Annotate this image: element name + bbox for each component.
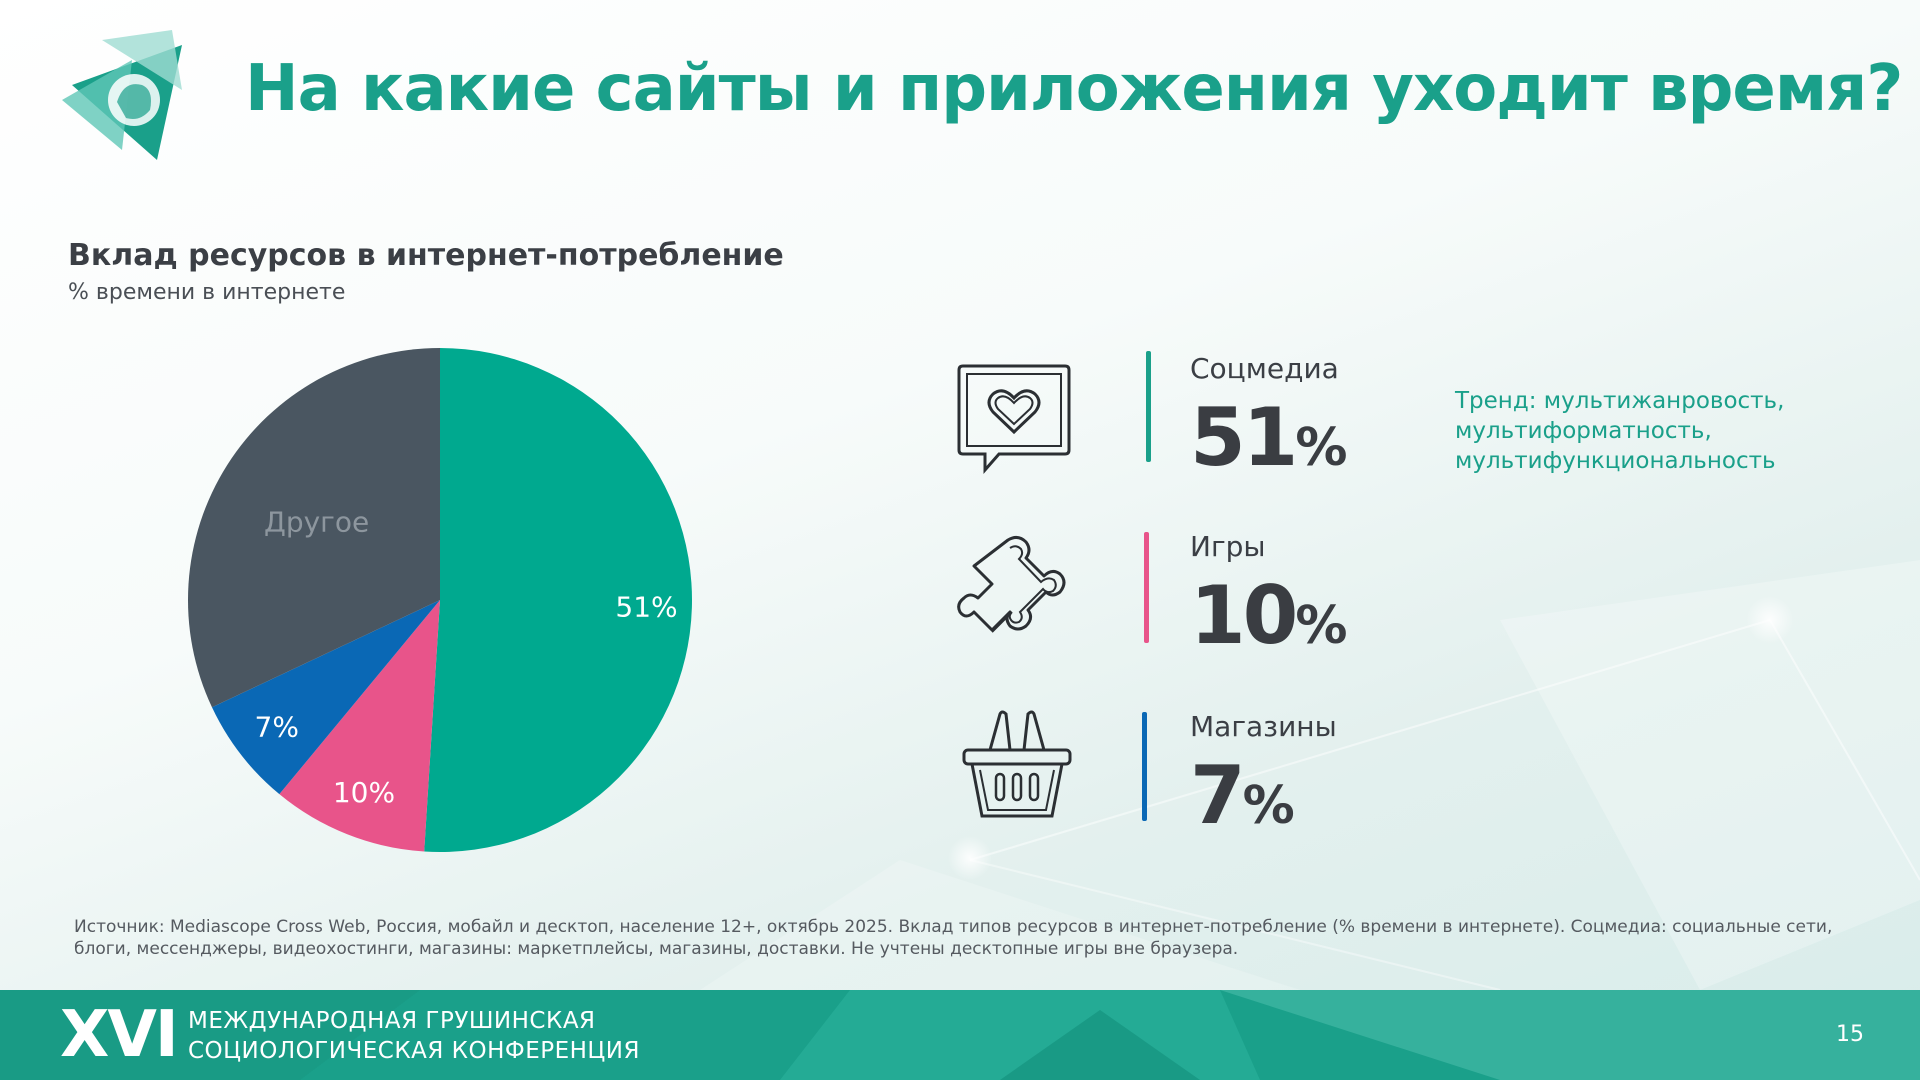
stat-label-games: Игры xyxy=(1190,530,1266,563)
page-title: На какие сайты и приложения уходит время… xyxy=(245,52,1903,126)
page-number: 15 xyxy=(1836,1022,1864,1047)
chat-heart-icon xyxy=(957,364,1071,474)
puzzle-icon xyxy=(957,535,1066,633)
pie-label-2: 7% xyxy=(255,711,299,744)
stat-number: 51 xyxy=(1190,391,1298,484)
stat-number: 7 xyxy=(1190,749,1246,842)
chart-subtitle: % времени в интернете xyxy=(68,280,346,305)
pie-slice-2 xyxy=(211,600,440,795)
stat-unit: % xyxy=(1295,596,1348,656)
stat-bar-shops xyxy=(1142,712,1147,821)
footer: XVI МЕЖДУНАРОДНАЯ ГРУШИНСКАЯ СОЦИОЛОГИЧЕ… xyxy=(0,990,1920,1080)
stat-value-socmedia: 51% xyxy=(1190,398,1347,478)
trend-note: Тренд: мультижанровость, мультиформатнос… xyxy=(1455,388,1785,474)
stat-bar-socmedia xyxy=(1146,351,1151,462)
pie-label-1: 10% xyxy=(333,776,395,809)
conference-name-line1: МЕЖДУНАРОДНАЯ ГРУШИНСКАЯ xyxy=(188,1008,596,1034)
pie-slice-3 xyxy=(187,348,440,708)
pie-slice-1 xyxy=(279,600,440,852)
stat-bar-games xyxy=(1144,532,1149,643)
conference-number: XVI xyxy=(60,998,179,1072)
chart-title: Вклад ресурсов в интернет-потребление xyxy=(68,238,784,273)
conference-logo xyxy=(62,30,182,160)
shopping-basket-icon xyxy=(962,710,1072,818)
stat-value-shops: 7% xyxy=(1190,756,1295,836)
pie-slice-0 xyxy=(424,348,692,852)
conference-name-line2: СОЦИОЛОГИЧЕСКАЯ КОНФЕРЕНЦИЯ xyxy=(188,1038,640,1064)
source-note: Источник: Mediascope Cross Web, Россия, … xyxy=(74,917,1833,959)
stat-value-games: 10% xyxy=(1190,576,1347,656)
stat-label-socmedia: Соцмедиа xyxy=(1190,352,1339,385)
pie-chart: 51% 10% 7% Другое xyxy=(187,348,692,852)
stat-number: 10 xyxy=(1190,569,1298,662)
stat-label-shops: Магазины xyxy=(1190,710,1337,743)
stat-unit: % xyxy=(1295,418,1348,478)
pie-label-3: Другое xyxy=(264,506,369,539)
footer-background xyxy=(0,990,1920,1080)
pie-label-0: 51% xyxy=(615,590,677,623)
stat-unit: % xyxy=(1242,776,1295,836)
